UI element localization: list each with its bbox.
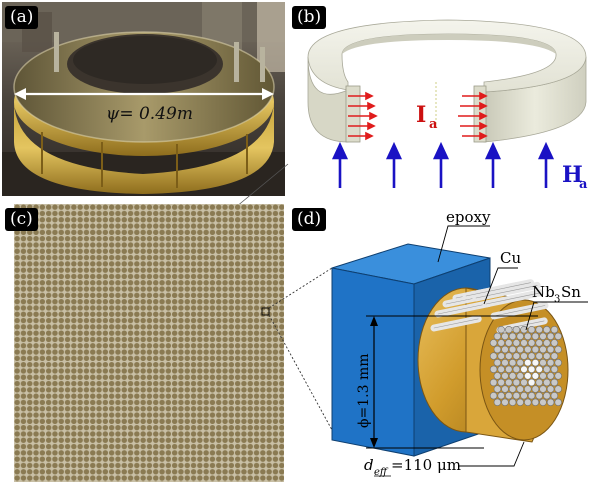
nb3sn-label: Nb 3 Sn [532,283,581,305]
panel-d-label: (d) [292,208,327,231]
field-arrows [331,141,555,188]
nb3sn-filaments [430,279,562,407]
zoom-box [261,307,270,316]
ring-schematic: I a H a [307,19,588,192]
panel-c-label: (c) [5,208,38,231]
current-arrows-left [348,91,378,141]
panel-a-photo: ψ= 0.49m (a) [2,2,285,196]
svg-text:=110 μm: =110 μm [391,456,461,474]
field-label: H [562,162,583,188]
current-label: I [416,102,426,128]
ring-photo: ψ= 0.49m [2,2,285,196]
panel-d-strand: ϕ=1.3 mm epoxy Cu Nb 3 Sn d eff =110 μm … [288,204,606,482]
svg-text:Sn: Sn [561,283,581,301]
filament-grid [14,204,284,482]
panel-c-grid: (c) [2,204,284,482]
svg-text:d: d [364,456,374,474]
copper-label: Cu [500,249,521,267]
panel-b-schematic: I a H a (b) [288,2,606,198]
diameter-annotation: ψ= 0.49m [106,104,193,124]
strand-schematic: ϕ=1.3 mm epoxy Cu Nb 3 Sn d eff =110 μm [331,208,588,478]
epoxy-label: epoxy [446,208,491,226]
current-label-subscript: a [429,117,438,132]
svg-text:eff: eff [374,467,389,478]
svg-text:3: 3 [554,294,560,305]
svg-text:Nb: Nb [532,283,555,301]
field-label-subscript: a [579,177,588,192]
panel-a-label: (a) [5,6,39,29]
diameter-label: ϕ=1.3 mm [356,353,372,428]
current-arrows-right [458,91,488,141]
panel-b-label: (b) [292,6,327,29]
deff-label: d eff =110 μm [364,456,461,478]
